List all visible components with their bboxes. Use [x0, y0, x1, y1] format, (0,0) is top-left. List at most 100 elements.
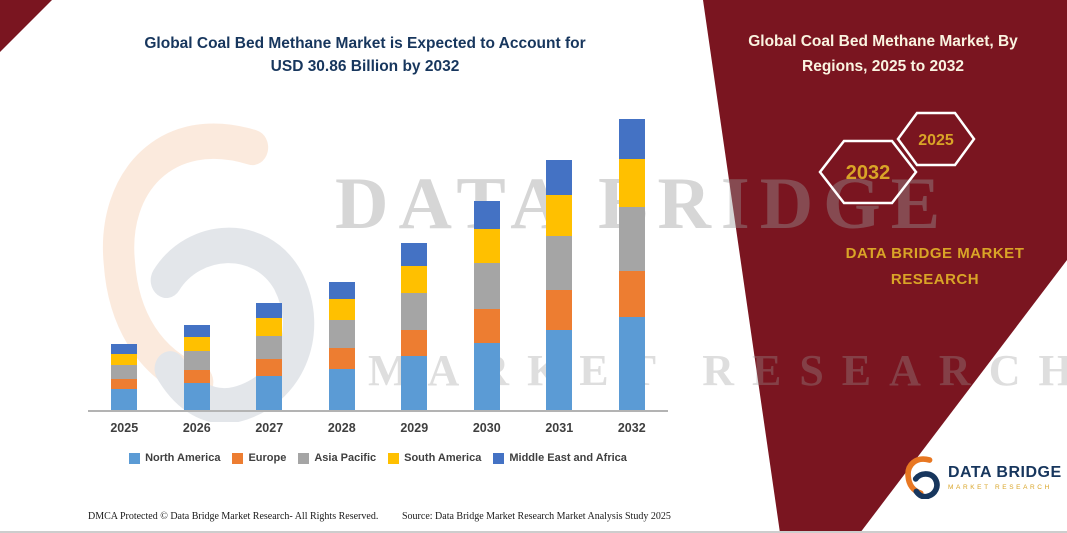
- bar-segment: [183, 369, 210, 383]
- corner-triangle-decoration: [0, 0, 52, 52]
- legend-swatch: [129, 452, 141, 464]
- x-tick-label: 2027: [255, 421, 284, 435]
- x-tick-label: 2030: [472, 421, 501, 435]
- footer-logo-tagline: MARKET RESEARCH: [948, 483, 1052, 491]
- bar-segment: [328, 298, 355, 320]
- legend-swatch: [388, 452, 400, 464]
- ribbon-brand-line2: RESEARCH: [890, 270, 980, 288]
- legend-swatch: [232, 452, 244, 464]
- bar-slot-2032: [596, 118, 669, 410]
- ribbon-brand-line1: DATA BRIDGE MARKET: [845, 245, 1025, 262]
- legend-swatch: [298, 452, 310, 464]
- ribbon-brand: DATA BRIDGE MARKET RESEARCH: [805, 241, 1065, 292]
- footer-logo-text: DATA BRIDGE MARKET RESEARCH: [948, 464, 1062, 491]
- stacked-bar-2025: [111, 118, 138, 410]
- bar-slot-2028: [306, 118, 379, 410]
- legend-swatch: [493, 452, 505, 464]
- legend-item: North America: [129, 452, 220, 464]
- legend-label: North America: [145, 452, 221, 464]
- bar-segment: [546, 235, 573, 291]
- bar-slot-2031: [523, 118, 596, 410]
- bar-segment: [401, 265, 428, 294]
- bar-segment: [473, 229, 500, 264]
- bar-segment: [111, 364, 138, 379]
- bar-segment: [328, 347, 355, 369]
- x-tick-label: 2032: [617, 421, 646, 435]
- plot-area: [88, 118, 668, 412]
- bar-segment: [401, 329, 428, 357]
- x-tick-label: 2029: [400, 421, 429, 435]
- legend-item: Middle East and Africa: [493, 452, 627, 464]
- bottom-border: [0, 531, 1067, 533]
- badge-hexagon-2032: [818, 139, 918, 205]
- year-badges: 2032 2025: [818, 111, 976, 205]
- stacked-bar-2031: [546, 118, 573, 410]
- bar-segment: [256, 376, 283, 410]
- bar-segment: [618, 206, 645, 271]
- bar-segment: [111, 344, 138, 354]
- bar-segment: [183, 325, 210, 337]
- stacked-bar-2030: [473, 118, 500, 410]
- bar-segment: [618, 159, 645, 207]
- chart-title-line1: Global Coal Bed Methane Market is Expect…: [144, 35, 586, 52]
- bar-segment: [256, 359, 283, 377]
- x-tick-label: 2025: [110, 421, 139, 435]
- bar-segment: [618, 119, 645, 160]
- legend-label: Europe: [248, 452, 287, 464]
- legend-label: South America: [404, 452, 482, 464]
- bar-segment: [473, 200, 500, 230]
- source-note: Source: Data Bridge Market Research Mark…: [402, 511, 671, 522]
- chart-title: Global Coal Bed Methane Market is Expect…: [100, 32, 630, 79]
- badge-year-2032: 2032: [846, 162, 891, 184]
- bar-segment: [111, 353, 138, 365]
- bar-segment: [183, 336, 210, 351]
- bar-segment: [183, 382, 210, 410]
- x-tick-label: 2028: [327, 421, 356, 435]
- stacked-bar-chart: 2025 2026 2027 2028 2029 2030 2031 2032 North A…: [88, 118, 668, 464]
- footer-logo-name: DATA BRIDGE: [948, 463, 1062, 481]
- bar-slot-2029: [378, 118, 451, 410]
- badge-hexagon-2025: [896, 111, 976, 167]
- stacked-bar-2032: [618, 118, 645, 410]
- stacked-bar-2028: [328, 118, 355, 410]
- x-tick-label: 2031: [545, 421, 574, 435]
- data-bridge-logo-icon: [905, 456, 940, 499]
- chart-title-line2: USD 30.86 Billion by 2032: [270, 58, 460, 76]
- bar-segment: [111, 389, 138, 410]
- stacked-bar-2026: [183, 118, 210, 410]
- bar-segment: [618, 316, 645, 410]
- stacked-bar-2029: [401, 118, 428, 410]
- legend-item: South America: [388, 452, 481, 464]
- footer-logo: DATA BRIDGE MARKET RESEARCH: [903, 455, 1062, 499]
- ribbon-title: Global Coal Bed Methane Market, By Regio…: [748, 33, 1018, 75]
- bar-segment: [473, 343, 500, 410]
- bar-segment: [328, 368, 355, 410]
- legend-label: Middle East and Africa: [509, 452, 627, 464]
- bar-segment: [401, 356, 428, 410]
- bar-segment: [546, 195, 573, 236]
- legend-item: Asia Pacific: [298, 452, 376, 464]
- bar-segment: [473, 263, 500, 310]
- bar-segment: [546, 329, 573, 410]
- bar-segment: [328, 281, 355, 299]
- bar-segment: [546, 290, 573, 330]
- bar-segment: [401, 293, 428, 330]
- x-axis-labels: 2025 2026 2027 2028 2029 2030 2031 2032: [88, 412, 668, 435]
- bar-segment: [473, 309, 500, 344]
- bar-slot-2027: [233, 118, 306, 410]
- legend-item: Europe: [232, 452, 286, 464]
- bar-segment: [546, 160, 573, 196]
- chart-legend: North America Europe Asia Pacific South Ame…: [88, 452, 668, 464]
- bar-slot-2025: [88, 118, 161, 410]
- bar-segment: [256, 302, 283, 318]
- bar-segment: [256, 317, 283, 336]
- x-tick-label: 2026: [182, 421, 211, 435]
- bar-slot-2030: [451, 118, 524, 410]
- legend-label: Asia Pacific: [314, 452, 377, 464]
- badge-year-2025: 2025: [918, 132, 954, 149]
- stacked-bar-2027: [256, 118, 283, 410]
- bar-slot-2026: [161, 118, 234, 410]
- bar-segment: [328, 319, 355, 348]
